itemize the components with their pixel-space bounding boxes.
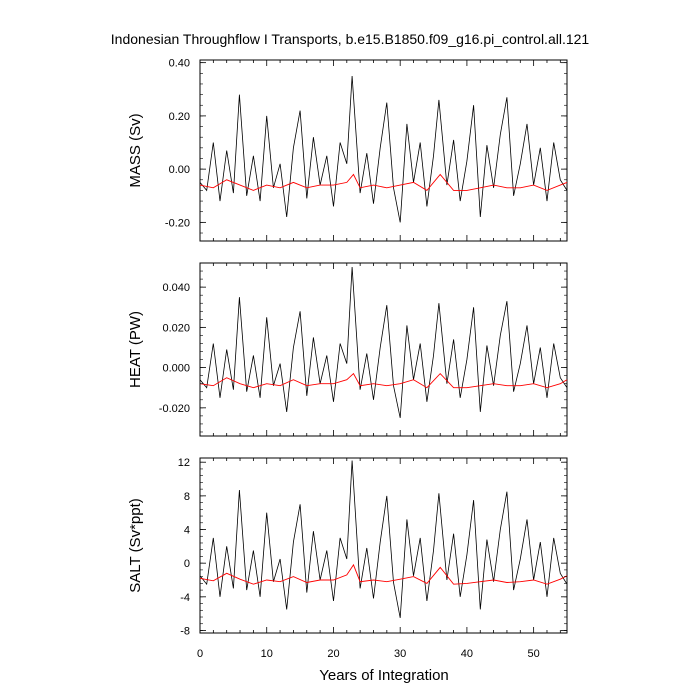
panel-frame-1 xyxy=(199,59,568,242)
x-tick-label: 0 xyxy=(197,648,203,660)
y-tick-label: 0.40 xyxy=(169,58,190,70)
x-tick-label: 40 xyxy=(461,648,473,660)
raw-series-line-2 xyxy=(199,266,568,418)
y-tick-label: 8 xyxy=(184,491,190,503)
x-axis-label: Years of Integration xyxy=(319,667,449,684)
y-axis-label-2: HEAT (PW) xyxy=(127,311,144,388)
y-tick-label: -4 xyxy=(180,592,190,604)
smoothed-series-line-1 xyxy=(199,173,568,191)
y-axis-label-1: MASS (Sv) xyxy=(127,113,144,187)
panel-frame-2 xyxy=(199,262,568,437)
y-tick-label: 0.020 xyxy=(162,322,190,334)
y-tick-label: -0.020 xyxy=(159,403,190,415)
y-tick-label: -8 xyxy=(180,625,190,637)
y-tick-label: 0.00 xyxy=(169,164,190,176)
y-tick-label: 12 xyxy=(178,457,190,469)
smoothed-series-line-2 xyxy=(199,372,568,389)
y-tick-label: 0 xyxy=(184,558,190,570)
y-tick-label: 0.040 xyxy=(162,282,190,294)
x-tick-label: 20 xyxy=(327,648,339,660)
x-tick-label: 30 xyxy=(394,648,406,660)
smoothed-series-line-3 xyxy=(199,563,568,585)
raw-series-line-1 xyxy=(199,75,568,223)
panel-frame-3 xyxy=(199,457,568,634)
y-tick-label: 0.000 xyxy=(162,363,190,375)
y-tick-label: 4 xyxy=(184,525,190,537)
x-tick-label: 50 xyxy=(528,648,540,660)
y-tick-label: 0.20 xyxy=(169,111,190,123)
raw-series-line-3 xyxy=(199,460,568,618)
x-tick-label: 10 xyxy=(261,648,273,660)
chart-title: Indonesian Throughflow I Transports, b.e… xyxy=(110,31,590,47)
y-tick-label: -0.20 xyxy=(165,217,190,229)
y-axis-label-3: SALT (Sv*ppt) xyxy=(127,498,144,592)
